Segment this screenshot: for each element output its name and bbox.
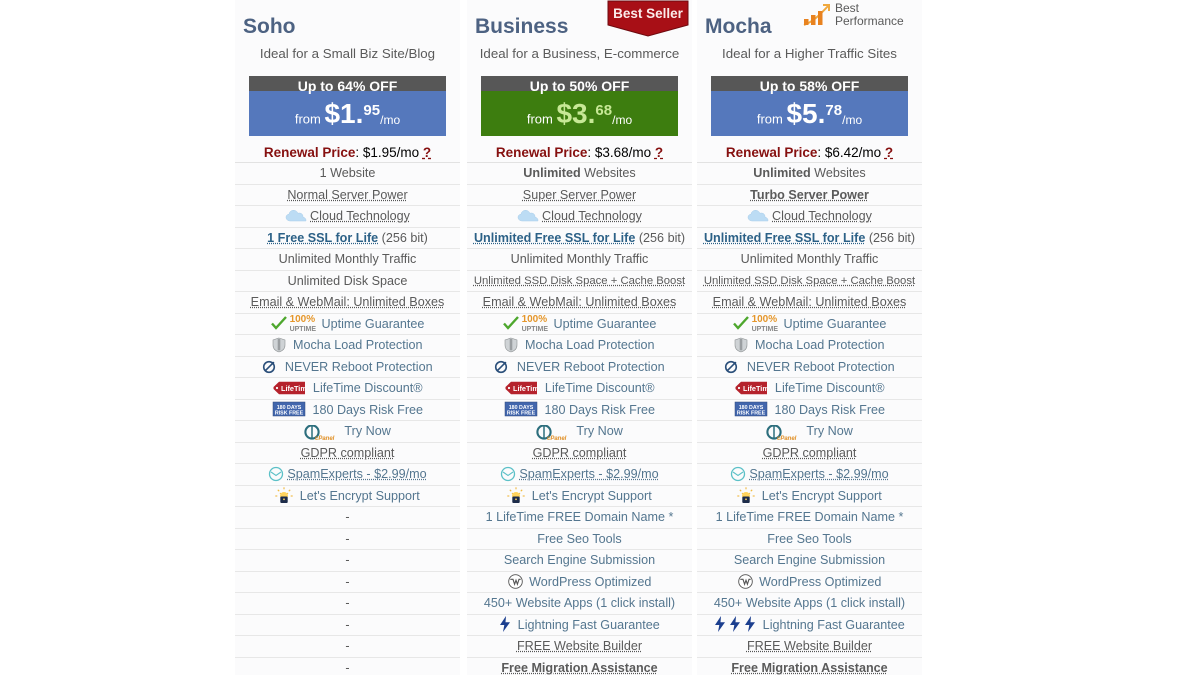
svg-text:Best Seller: Best Seller	[613, 6, 684, 21]
svg-text:LifeTime: LifeTime	[281, 384, 306, 393]
svg-text:LifeTime: LifeTime	[513, 384, 538, 393]
svg-text:cPanel: cPanel	[315, 436, 335, 441]
svg-text:RISK FREE: RISK FREE	[507, 411, 536, 417]
svg-text:cPanel: cPanel	[777, 436, 797, 441]
svg-text:RISK FREE: RISK FREE	[737, 411, 766, 417]
svg-text:RISK FREE: RISK FREE	[275, 411, 304, 417]
svg-text:cPanel: cPanel	[547, 436, 567, 441]
svg-text:LifeTime: LifeTime	[743, 384, 768, 393]
